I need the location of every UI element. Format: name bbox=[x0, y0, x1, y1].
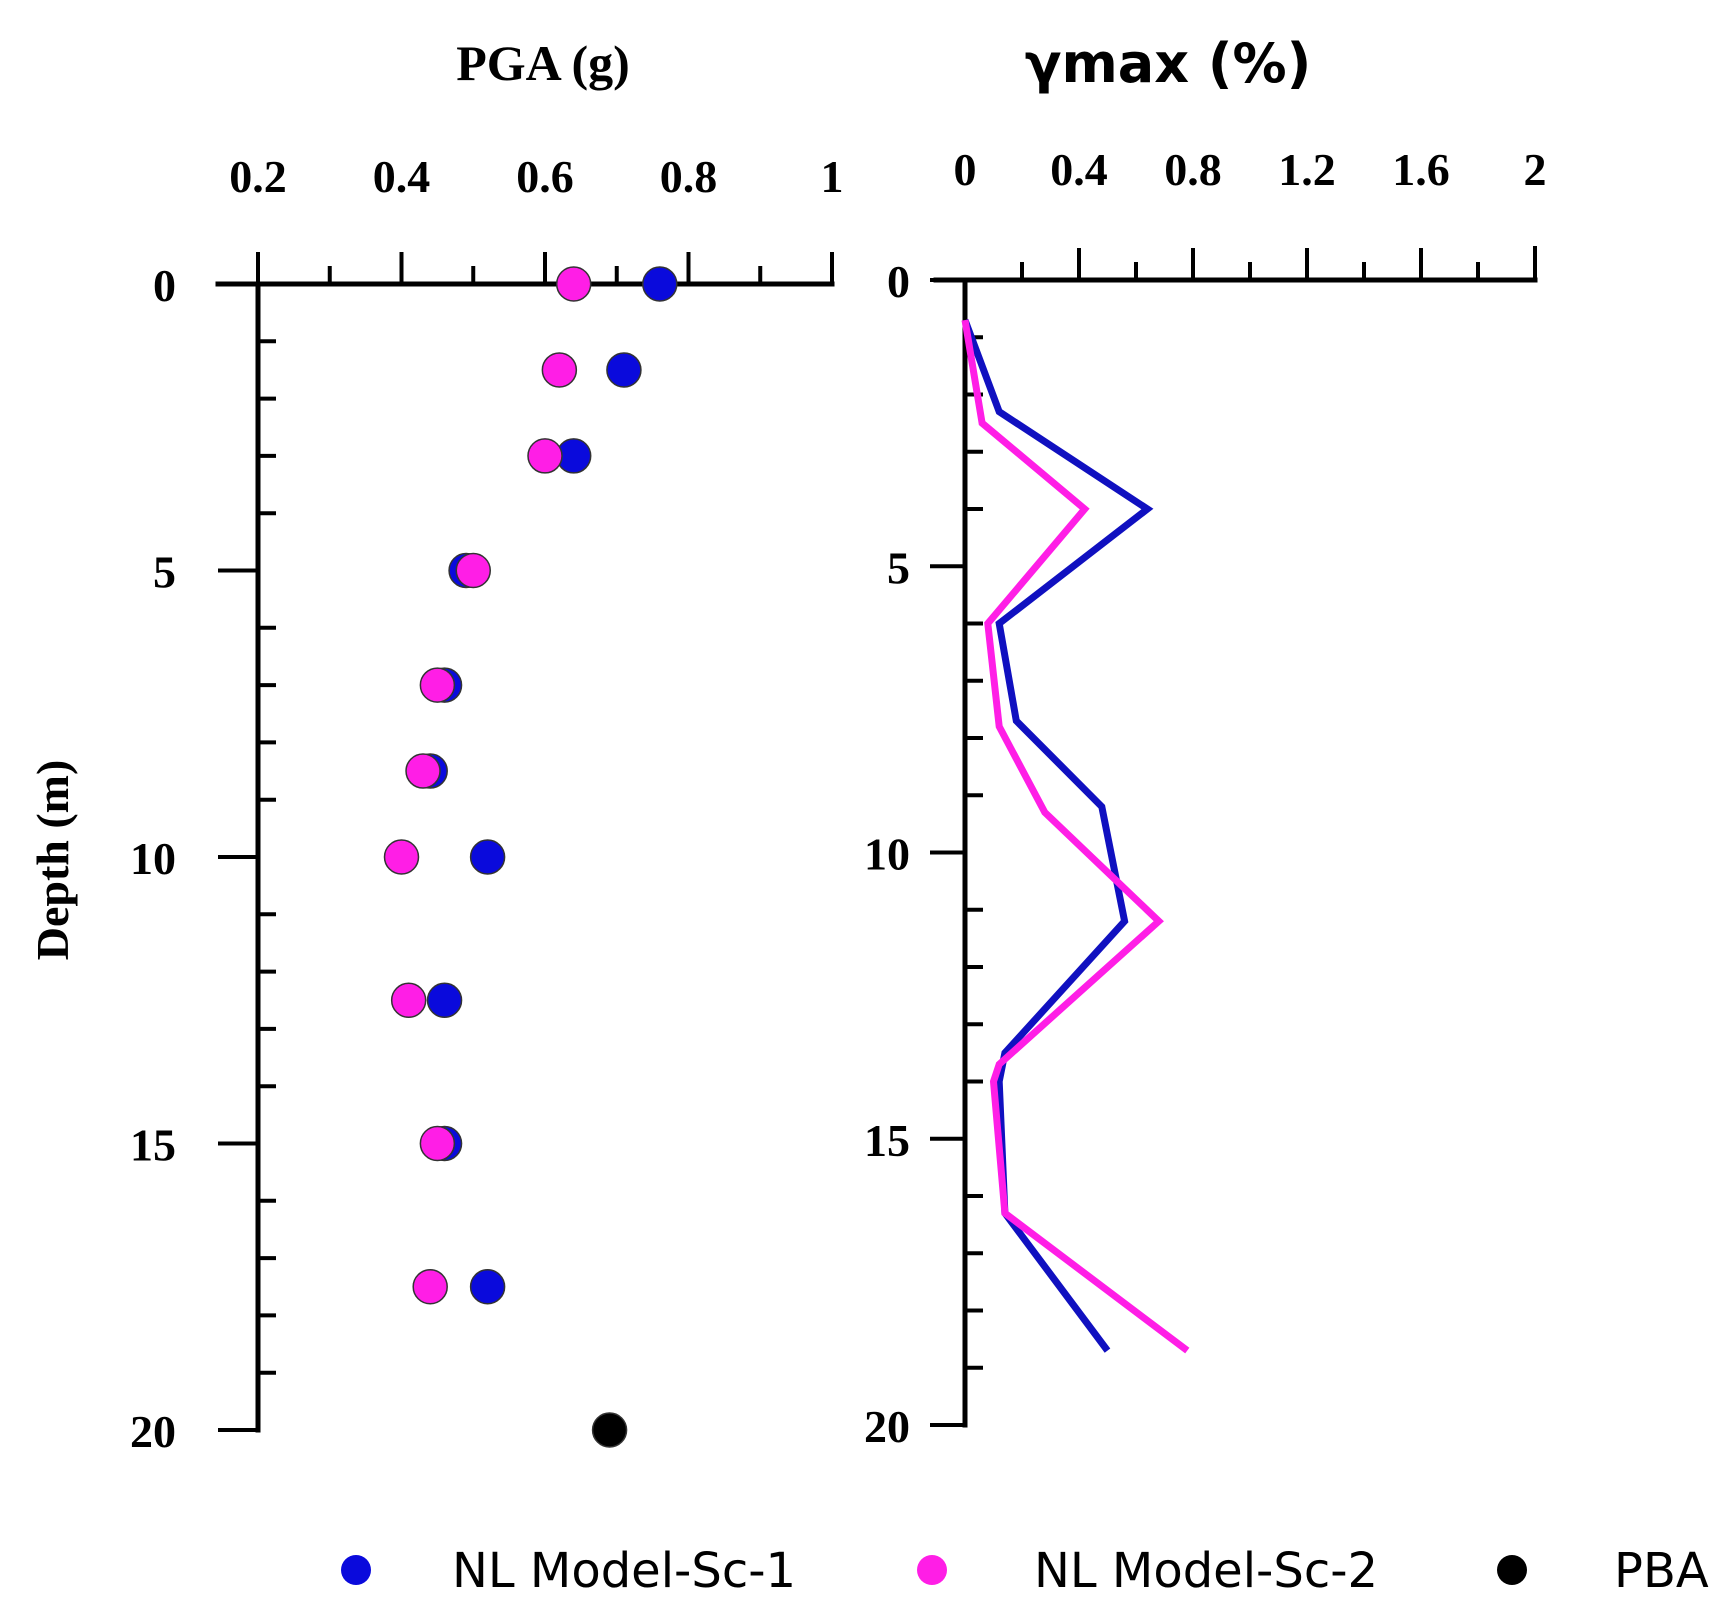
pga-y-tick-label: 5 bbox=[153, 547, 176, 598]
legend-marker-sc2 bbox=[917, 1555, 947, 1585]
gamma-y-tick-label: 0 bbox=[887, 256, 910, 307]
gamma-panel: γmax (%) 0 0.4 0.8 1.2 1.6 2 0 5 10 15 20 bbox=[864, 32, 1547, 1452]
gamma-y-tick-label: 15 bbox=[864, 1115, 910, 1166]
pga-point-nl-model-sc-2 bbox=[419, 1125, 456, 1162]
pga-panel: PGA (g) Depth (m) 0.2 0.4 0.6 0.8 1 0 5 10 15 20 bbox=[27, 35, 844, 1457]
gamma-y-tick-label: 5 bbox=[887, 542, 910, 593]
gamma-x-tick-label: 1.6 bbox=[1392, 144, 1450, 195]
gamma-x-tick-label: 0 bbox=[954, 144, 977, 195]
pga-y-ticks: 0 5 10 15 20 bbox=[130, 260, 276, 1457]
pga-y-tick-label: 15 bbox=[130, 1120, 176, 1171]
legend-label-sc1: NL Model-Sc-1 bbox=[452, 1543, 796, 1599]
legend: NL Model-Sc-1 NL Model-Sc-2 PBA bbox=[341, 1543, 1709, 1599]
pga-point-nl-model-sc-1 bbox=[426, 982, 463, 1018]
pga-point-nl-model-sc-1 bbox=[606, 352, 642, 388]
gamma-title: γmax (%) bbox=[1025, 32, 1312, 95]
gamma-line-nl-model-sc-2 bbox=[961, 319, 1190, 1354]
legend-marker-pba bbox=[1497, 1555, 1527, 1585]
pga-y-tick-label: 0 bbox=[153, 260, 176, 311]
pga-point-nl-model-sc-2 bbox=[412, 1269, 448, 1305]
pga-point-nl-model-sc-2 bbox=[541, 352, 578, 388]
legend-label-sc2: NL Model-Sc-2 bbox=[1034, 1543, 1378, 1599]
pga-x-tick-label: 0.8 bbox=[660, 151, 718, 202]
gamma-x-tick-label: 0.8 bbox=[1164, 144, 1222, 195]
legend-label-pba: PBA bbox=[1614, 1543, 1709, 1599]
pga-point-nl-model-sc-2 bbox=[390, 982, 427, 1018]
gamma-line-nl-model-sc-1 bbox=[961, 318, 1154, 1353]
pga-y-tick-label: 10 bbox=[130, 833, 176, 884]
gamma-x-tick-label: 0.4 bbox=[1050, 144, 1108, 195]
pga-x-tick-label: 0.4 bbox=[373, 151, 431, 202]
gamma-y-ticks: 0 5 10 15 20 bbox=[864, 256, 983, 1452]
pga-point-nl-model-sc-1 bbox=[642, 266, 678, 302]
gamma-y-tick-label: 20 bbox=[864, 1401, 910, 1452]
pga-point-nl-model-sc-2 bbox=[383, 839, 420, 875]
pga-point-nl-model-sc-1 bbox=[469, 839, 506, 875]
pga-point-pba bbox=[591, 1412, 628, 1448]
pga-data-points bbox=[383, 266, 678, 1448]
gamma-x-ticks: 0 0.4 0.8 1.2 1.6 2 bbox=[954, 144, 1547, 280]
legend-marker-sc1 bbox=[341, 1555, 371, 1585]
pga-point-nl-model-sc-2 bbox=[527, 438, 563, 474]
pga-point-nl-model-sc-2 bbox=[455, 552, 491, 589]
pga-point-nl-model-sc-2 bbox=[419, 667, 456, 703]
pga-x-tick-label: 0.2 bbox=[229, 151, 287, 202]
pga-x-ticks: 0.2 0.4 0.6 0.8 1 bbox=[229, 151, 844, 284]
depth-axis-label: Depth (m) bbox=[27, 760, 78, 961]
gamma-x-tick-label: 1.2 bbox=[1278, 144, 1336, 195]
pga-x-tick-label: 1 bbox=[821, 151, 844, 202]
pga-point-nl-model-sc-1 bbox=[469, 1269, 506, 1305]
pga-point-nl-model-sc-2 bbox=[555, 266, 592, 302]
gamma-x-tick-label: 2 bbox=[1524, 144, 1547, 195]
gamma-series-lines bbox=[961, 318, 1190, 1354]
pga-x-tick-label: 0.6 bbox=[516, 151, 574, 202]
pga-title: PGA (g) bbox=[456, 35, 630, 91]
pga-point-nl-model-sc-2 bbox=[405, 753, 441, 789]
pga-y-tick-label: 20 bbox=[130, 1406, 176, 1457]
gamma-y-tick-label: 10 bbox=[864, 829, 910, 880]
